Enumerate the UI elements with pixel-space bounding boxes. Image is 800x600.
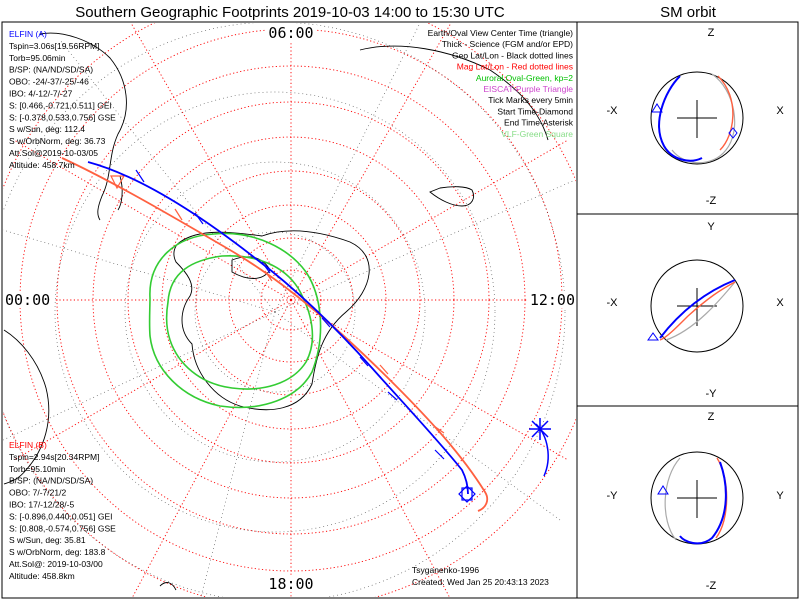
mlt-labels: 06:00 00:00 12:00 18:00 [4, 24, 576, 593]
sm-title: SM orbit [660, 4, 717, 21]
elfin-b-center-triangle [110, 175, 126, 190]
auroral-oval-outer [148, 232, 322, 409]
elfin-a-line-8: S w/Sun, deg: 112.4 [9, 124, 85, 134]
mag-lon-lines [3, 23, 576, 597]
elfin-a-end-asterisk [529, 418, 551, 440]
elfin-a-line-1: Tspin=3.06s[19.56RPM] [9, 41, 99, 51]
elfin-b-info: ELFIN (B) Tspin=2.94s[20.34RPM] Torb=95.10… [9, 440, 116, 581]
elfin-a-line-0: ELFIN (A) [9, 29, 47, 39]
sm2-bottom: -Y [706, 388, 718, 400]
legend: Earth/Oval View Center Time (triangle)Th… [428, 28, 574, 139]
legend-line-1: Thick - Science (FGM and/or EPD) [442, 39, 573, 49]
legend-line-5: EISCAT-Purple Triangle [483, 84, 573, 94]
sm1-left: -X [607, 105, 619, 117]
sm-panel-xy: Y -Y -X X [607, 221, 785, 400]
legend-line-4: Auroral Oval-Green, kp=2 [476, 73, 573, 83]
elfin-a-track [87, 161, 551, 503]
elfin-a-start-box [461, 487, 473, 501]
main-title: Southern Geographic Footprints 2019-10-0… [75, 4, 505, 21]
sm1-bottom: -Z [706, 195, 717, 207]
sm3-right: Y [776, 490, 784, 502]
legend-line-6: Tick Marks every 5min [488, 95, 573, 105]
elfin-b-line-0: ELFIN (B) [9, 440, 47, 450]
sm-orbit-panels: Z -Z -X X Y -Y -X X Z [576, 21, 799, 599]
created-label: Created: Wed Jan 25 20:43:13 2023 [412, 577, 549, 587]
sm3-left: -Y [607, 490, 619, 502]
sm2-right: X [776, 297, 784, 309]
elfin-a-line-2: Torb=95.06min [9, 53, 66, 63]
legend-line-7: Start Time-Diamond [497, 106, 573, 116]
sm3-top: Z [708, 411, 715, 423]
elfin-b-line-5: IBO: 17/-12/28/-5 [9, 500, 74, 510]
sm-panel-xz: Z -Z -X X [607, 27, 785, 207]
elfin-a-line-3: B/SP: (NA/ND/SD/SA) [9, 65, 93, 75]
elfin-b-line-11: Altitude: 458.8km [9, 571, 75, 581]
mlt-12: 12:00 [530, 291, 575, 309]
elfin-a-info: ELFIN (A) Tspin=3.06s[19.56RPM] Torb=95.06… [9, 29, 116, 170]
mlt-18: 18:00 [268, 575, 313, 593]
mlt-06: 06:00 [268, 24, 313, 42]
elfin-b-line-3: B/SP: (NA/ND/SD/SA) [9, 476, 93, 486]
auroral-ovals [148, 232, 322, 409]
legend-line-2: Geo Lat/Lon - Black dotted lines [452, 50, 573, 60]
sm1-right: X [776, 105, 784, 117]
polar-map: 06:00 00:00 12:00 18:00 Earth/Oval View … [3, 23, 576, 597]
sm2-left: -X [607, 297, 619, 309]
elfin-b-line-2: Torb=95.10min [9, 464, 66, 474]
sm2-top: Y [707, 221, 715, 233]
sm1-top: Z [708, 27, 715, 39]
elfin-b-line-8: S w/Sun, deg: 35.81 [9, 535, 86, 545]
elfin-a-line-6: S: [0.466,-0.721,0.511] GEI [9, 100, 112, 110]
elfin-a-line-5: IBO: 4/-12/-7/-27 [9, 89, 73, 99]
auroral-oval-inner [165, 255, 314, 390]
legend-line-0: Earth/Oval View Center Time (triangle) [428, 28, 574, 38]
elfin-b-line-7: S: [0.808,-0.574,0.756] GSE [9, 523, 116, 533]
elfin-b-line-6: S: [-0.896,0.440,0.051] GEI [9, 511, 113, 521]
elfin-a-line-4: OBO: -24/-37/-25/-46 [9, 77, 89, 87]
elfin-a-line-11: Altitude: 458.7km [9, 160, 75, 170]
elfin-b-line-10: Att.Sol@: 2019-10-03/00 [9, 559, 103, 569]
legend-line-8: End Time-Asterisk [504, 118, 574, 128]
model-label: Tsyganenko-1996 [412, 565, 479, 575]
legend-line-9: VLF-Green Square [501, 129, 573, 139]
elfin-b-track [61, 157, 489, 512]
mlt-00: 00:00 [5, 291, 50, 309]
legend-line-3: Mag Lat/Lon - Red dotted lines [457, 62, 573, 72]
sm3-bottom: -Z [706, 580, 717, 592]
elfin-a-line-10: Att.Sol@2019-10-03/05 [9, 148, 98, 158]
elfin-b-line-9: S w/OrbNorm, deg: 183.8 [9, 547, 106, 557]
sm-panel-yz: Z -Z -Y Y [607, 411, 785, 592]
elfin-a-line-9: S w/OrbNorm, deg: 36.73 [9, 136, 106, 146]
elfin-b-line-1: Tspin=2.94s[20.34RPM] [9, 452, 99, 462]
elfin-a-line-7: S: [-0.378,0.533,0.756] GSE [9, 112, 116, 122]
elfin-b-line-4: OBO: 7/-7/21/2 [9, 488, 66, 498]
geo-grid [3, 23, 576, 597]
